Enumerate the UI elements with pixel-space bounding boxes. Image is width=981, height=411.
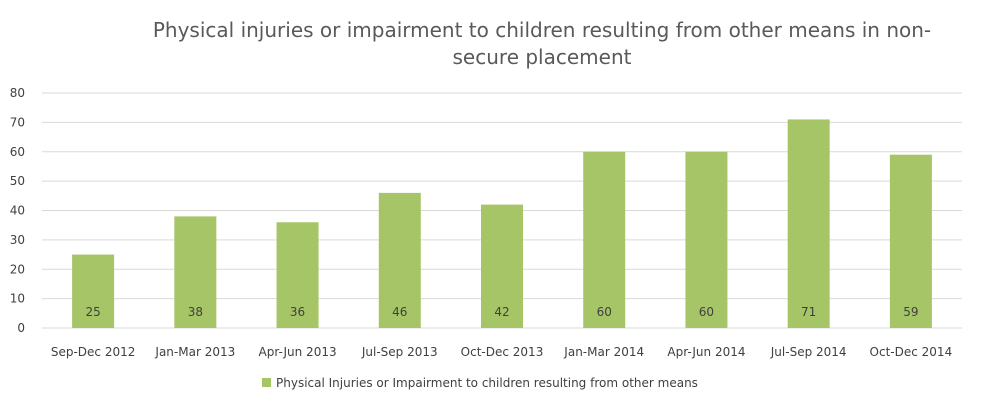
bar-series: 25 38 36 46 42 60 60 71 59 [72,119,932,328]
x-tick-label: Apr-Jun 2014 [667,345,745,359]
y-tick-label: 0 [17,321,25,335]
bar-sep-dec-2012 [72,254,115,328]
x-tick-label: Oct-Dec 2014 [870,345,953,359]
legend-swatch [262,378,271,387]
x-tick-label: Sep-Dec 2012 [51,345,136,359]
legend: Physical Injuries or Impairment to child… [262,376,698,390]
x-tick-label: Jul-Sep 2014 [770,345,847,359]
y-tick-label: 40 [10,204,25,218]
y-tick-label: 80 [10,86,25,100]
data-label: 36 [290,305,305,319]
x-tick-label: Jan-Mar 2013 [154,345,235,359]
bar-jul-sep-2013 [378,192,421,328]
chart-title-line-1: Physical injuries or impairment to child… [153,18,931,42]
y-axis: 0 10 20 30 40 50 60 70 80 [10,86,25,335]
x-tick-label: Apr-Jun 2013 [259,345,337,359]
bar-jan-mar-2014 [583,151,626,328]
y-tick-label: 10 [10,292,25,306]
chart-title: Physical injuries or impairment to child… [153,18,931,69]
y-tick-label: 70 [10,115,25,129]
x-axis: Sep-Dec 2012 Jan-Mar 2013 Apr-Jun 2013 Jul-… [51,345,952,359]
data-label: 60 [597,305,612,319]
chart-title-line-2: secure placement [453,45,632,69]
data-label: 60 [699,305,714,319]
data-label: 59 [903,305,918,319]
data-label: 38 [188,305,203,319]
bar-oct-dec-2013 [481,204,523,328]
y-tick-label: 20 [10,262,25,276]
y-tick-label: 60 [10,145,25,159]
legend-label: Physical Injuries or Impairment to child… [276,376,698,390]
x-tick-label: Jul-Sep 2013 [361,345,438,359]
bar-apr-jun-2013 [276,222,319,328]
data-label: 25 [85,305,100,319]
bar-oct-dec-2014 [889,154,932,328]
data-label: 46 [392,305,407,319]
x-tick-label: Oct-Dec 2013 [461,345,544,359]
y-tick-label: 50 [10,174,25,188]
data-label: 71 [801,305,816,319]
bar-apr-jun-2014 [685,151,728,328]
x-tick-label: Jan-Mar 2014 [563,345,644,359]
y-tick-label: 30 [10,233,25,247]
bar-jul-sep-2014 [787,119,830,328]
data-label: 42 [494,305,509,319]
bar-jan-mar-2013 [174,216,217,328]
